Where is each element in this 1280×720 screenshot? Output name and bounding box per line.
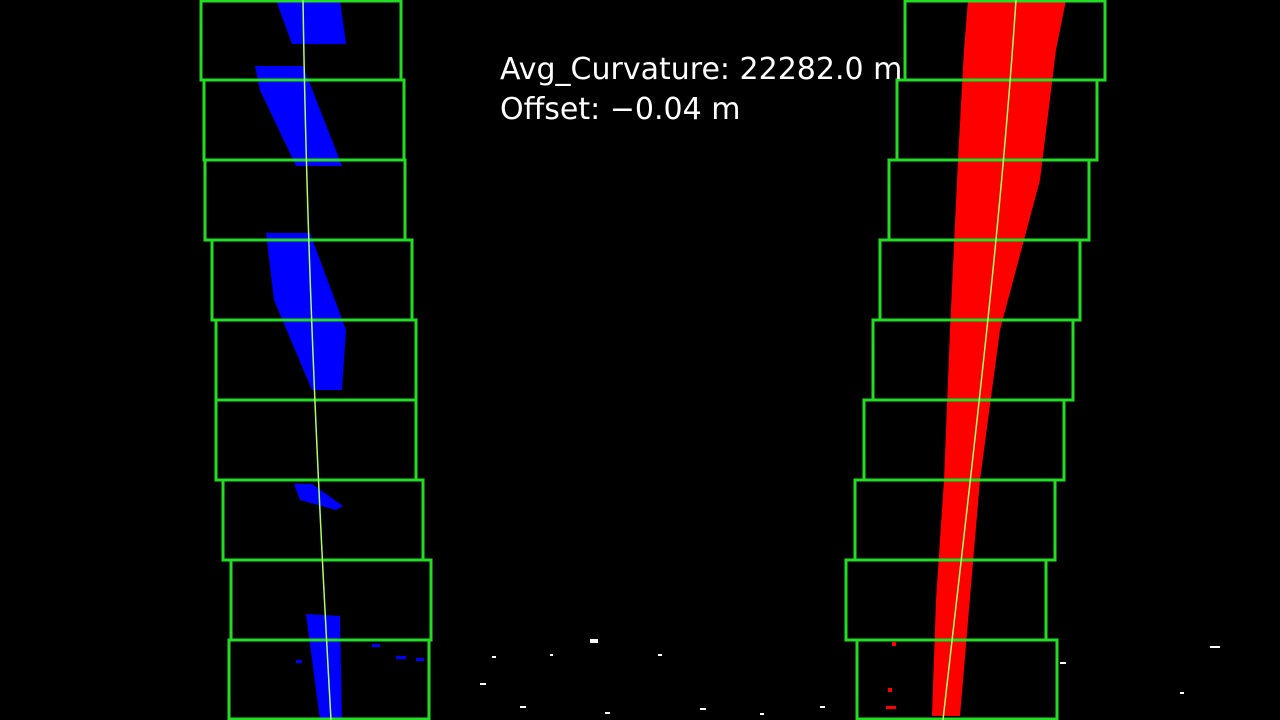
speck [590, 639, 598, 643]
noise-specks [480, 639, 1220, 715]
speck [1210, 646, 1220, 648]
speck [296, 660, 302, 663]
offset-readout: Offset: −0.04 m [500, 92, 741, 127]
fit-lines [302, 0, 1017, 720]
speck [605, 712, 610, 714]
speck [820, 706, 825, 708]
speck [372, 644, 380, 647]
speck [1180, 692, 1184, 694]
speck [700, 708, 706, 710]
left-blob-1 [276, 0, 346, 44]
speck [658, 654, 662, 656]
speck [888, 688, 892, 692]
left-fit-line [302, 0, 332, 720]
speck [1060, 662, 1066, 664]
right-blob [932, 0, 1066, 716]
right-window-9 [855, 638, 1059, 720]
right-fit-line [942, 0, 1017, 720]
speck [520, 706, 526, 708]
left-window-9 [227, 638, 431, 720]
left-blob-3 [266, 233, 346, 390]
speck [886, 706, 896, 709]
left-blob-4 [294, 484, 343, 510]
right-lane-pixels [932, 0, 1066, 716]
speck [416, 658, 424, 661]
speck [480, 683, 486, 685]
stray-blue-specks [296, 644, 424, 663]
speck [760, 713, 764, 715]
speck [492, 656, 496, 658]
left-blob-2 [255, 66, 342, 166]
curvature-readout: Avg_Curvature: 22282.0 m [500, 52, 903, 87]
left-search-windows [199, 0, 433, 720]
right-search-windows [844, 0, 1107, 720]
stray-red-specks [886, 642, 896, 709]
speck [550, 654, 553, 656]
speck [892, 642, 896, 646]
speck [396, 656, 406, 659]
